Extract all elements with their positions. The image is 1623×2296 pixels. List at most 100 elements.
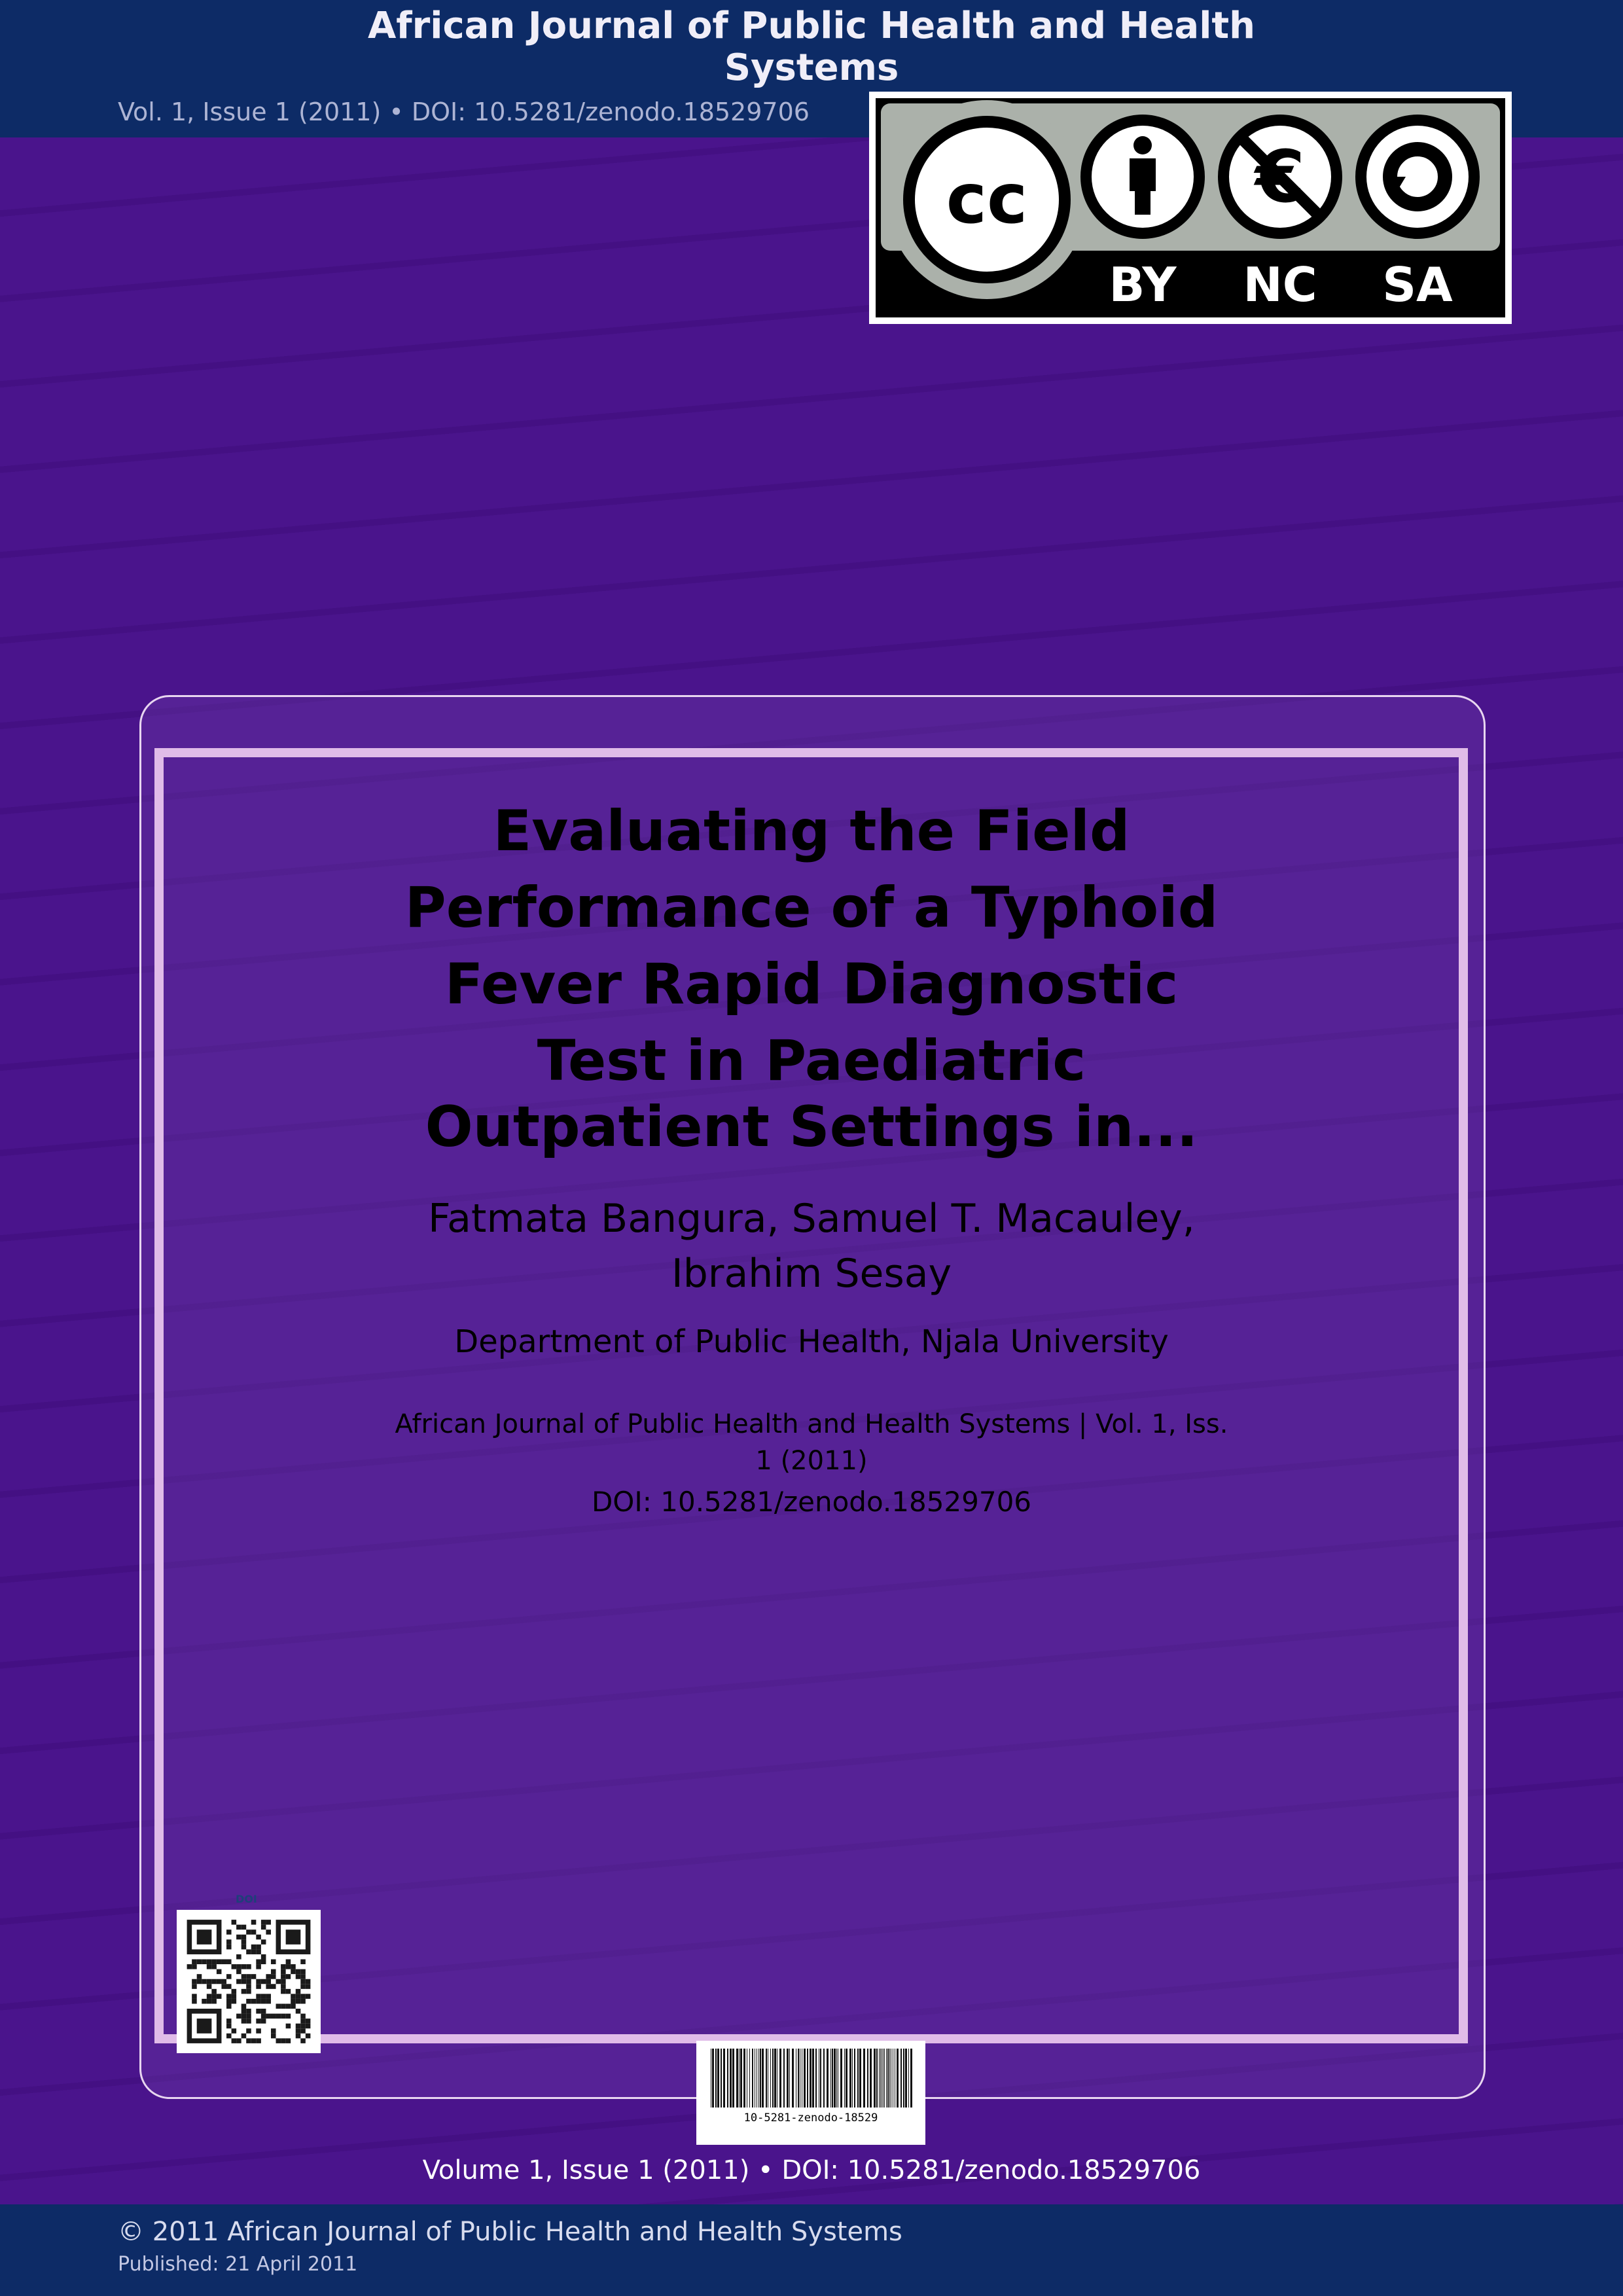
- qr-module: [305, 1979, 311, 1984]
- qr-module: [246, 2028, 251, 2034]
- qr-module: [291, 1969, 296, 1975]
- qr-module: [300, 1969, 306, 1975]
- barcode-bar: [870, 2049, 872, 2108]
- qr-module: [281, 1974, 286, 1979]
- qr-module: [251, 1920, 257, 1925]
- qr-module: [270, 1984, 276, 1989]
- qr-module: [196, 1959, 202, 1965]
- barcode-bar: [762, 2049, 764, 2108]
- qr-module: [256, 2009, 261, 2014]
- barcode-bar: [721, 2049, 722, 2108]
- qr-module: [266, 1974, 271, 1979]
- qr-module: [241, 2013, 247, 2019]
- svg-text:cc: cc: [946, 159, 1027, 239]
- barcode-bar: [712, 2049, 714, 2108]
- qr-label: DOI: [236, 1893, 257, 1905]
- content-panel: [139, 695, 1486, 2099]
- qr-module: [251, 1949, 257, 1954]
- qr-module: [281, 1984, 286, 1989]
- qr-code-icon: [187, 1920, 311, 2043]
- qr-module: [251, 1998, 257, 2004]
- barcode-bar: [834, 2049, 836, 2108]
- qr-module: [281, 1969, 286, 1975]
- barcode-bar: [812, 2049, 814, 2108]
- qr-module: [291, 1994, 296, 1999]
- qr-module: [246, 1998, 251, 2004]
- qr-module: [226, 1959, 232, 1965]
- qr-module: [285, 1959, 291, 1965]
- qr-module: [281, 2013, 286, 2019]
- barcode-bar: [770, 2049, 771, 2108]
- qr-module: [211, 1959, 217, 1965]
- qr-module: [246, 1979, 251, 1984]
- qr-module: [300, 2028, 306, 2034]
- qr-module: [241, 1979, 247, 1984]
- qr-module: [285, 1974, 291, 1979]
- cc-license-icon: cc € BY NC SA: [876, 98, 1505, 317]
- barcode-bar: [749, 2049, 750, 2108]
- qr-module: [251, 1974, 257, 1979]
- qr-module: [246, 1988, 251, 1994]
- qr-module: [260, 1998, 266, 2004]
- qr-module: [196, 1929, 212, 1945]
- qr-module: [231, 1998, 237, 2004]
- qr-module: [246, 1984, 251, 1989]
- qr-module: [231, 1994, 237, 1999]
- qr-module: [256, 1959, 261, 1965]
- qr-module: [256, 2038, 261, 2043]
- barcode-bar: [774, 2049, 776, 2108]
- qr-module: [226, 2018, 232, 2024]
- barcode-bar: [832, 2049, 833, 2108]
- volume-doi-line: Volume 1, Issue 1 (2011) • DOI: 10.5281/…: [422, 2155, 1201, 2185]
- qr-module: [226, 2003, 232, 2009]
- content-frame: [154, 748, 1468, 2043]
- qr-module: [270, 1969, 276, 1975]
- qr-module: [291, 1998, 296, 2004]
- qr-module: [256, 2028, 261, 2034]
- qr-module: [281, 2038, 286, 2043]
- barcode-bar: [752, 2049, 753, 2108]
- qr-module: [241, 2018, 247, 2024]
- qr-module: [256, 1998, 261, 2004]
- qr-module: [231, 1988, 237, 1994]
- qr-module: [266, 1920, 271, 1925]
- title-line: Performance of a Typhoid: [404, 875, 1219, 941]
- qr-module: [226, 1994, 232, 1999]
- barcode-bar: [830, 2049, 831, 2108]
- barcode-bar: [715, 2049, 717, 2108]
- barcode-bar: [730, 2049, 732, 2108]
- qr-module: [231, 2038, 237, 2043]
- qr-module: [256, 1964, 261, 1969]
- qr-module: [241, 1944, 247, 1950]
- qr-module: [266, 2013, 271, 2019]
- qr-module: [192, 1984, 197, 1989]
- qr-module: [276, 2013, 281, 2019]
- qr-module: [251, 2038, 257, 2043]
- qr-module: [221, 1979, 227, 1984]
- qr-module: [260, 2018, 266, 2024]
- barcode-bar: [905, 2049, 907, 2108]
- qr-module: [241, 1988, 247, 1994]
- journal-title: African Journal of Public Health and Hea…: [367, 5, 1256, 89]
- qr-code: [177, 1910, 321, 2053]
- barcode-bar: [727, 2049, 728, 2108]
- qr-module: [231, 1920, 237, 1925]
- barcode-bar: [908, 2049, 909, 2108]
- qr-module: [246, 2018, 251, 2024]
- article-doi: DOI: 10.5281/zenodo.18529706: [591, 1486, 1032, 1518]
- qr-module: [256, 1979, 261, 1984]
- qr-module: [192, 1959, 197, 1965]
- barcode-bar: [889, 2049, 890, 2108]
- qr-module: [276, 2038, 281, 2043]
- qr-module: [241, 1964, 247, 1969]
- barcode-bar: [880, 2049, 881, 2108]
- qr-module: [260, 1920, 266, 1925]
- qr-module: [216, 1969, 222, 1975]
- barcode-bar: [863, 2049, 865, 2108]
- qr-module: [241, 2033, 247, 2039]
- qr-module: [270, 1974, 276, 1979]
- title-line: Fever Rapid Diagnostic: [444, 952, 1179, 1017]
- qr-module: [295, 1969, 301, 1975]
- barcode-bar: [820, 2049, 821, 2108]
- qr-module: [266, 1984, 271, 1989]
